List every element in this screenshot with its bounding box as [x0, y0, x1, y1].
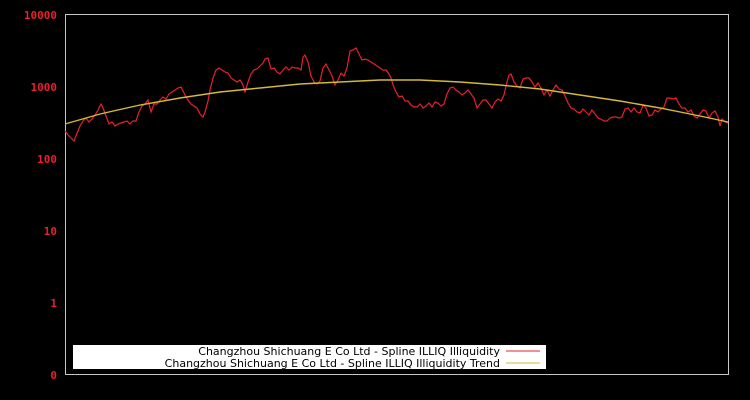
legend: Changzhou Shichuang E Co Ltd - Spline IL… — [73, 345, 546, 370]
y-tick-100: 100 — [37, 153, 57, 166]
legend-label-trend: Changzhou Shichuang E Co Ltd - Spline IL… — [165, 357, 500, 370]
legend-label-illiquidity: Changzhou Shichuang E Co Ltd - Spline IL… — [198, 345, 500, 358]
illiquidity-trend-line — [64, 79, 729, 125]
y-tick-1000: 1000 — [31, 81, 58, 94]
y-tick-0: 0 — [50, 369, 57, 382]
legend-box — [73, 345, 546, 369]
plot-frame — [65, 14, 729, 375]
y-tick-1: 1 — [50, 297, 57, 310]
y-tick-10000: 10000 — [24, 9, 57, 22]
y-axis-labels: 10000 1000 100 10 1 0 — [24, 9, 58, 382]
y-tick-10: 10 — [44, 225, 57, 238]
illiquidity-series-line — [64, 47, 729, 143]
